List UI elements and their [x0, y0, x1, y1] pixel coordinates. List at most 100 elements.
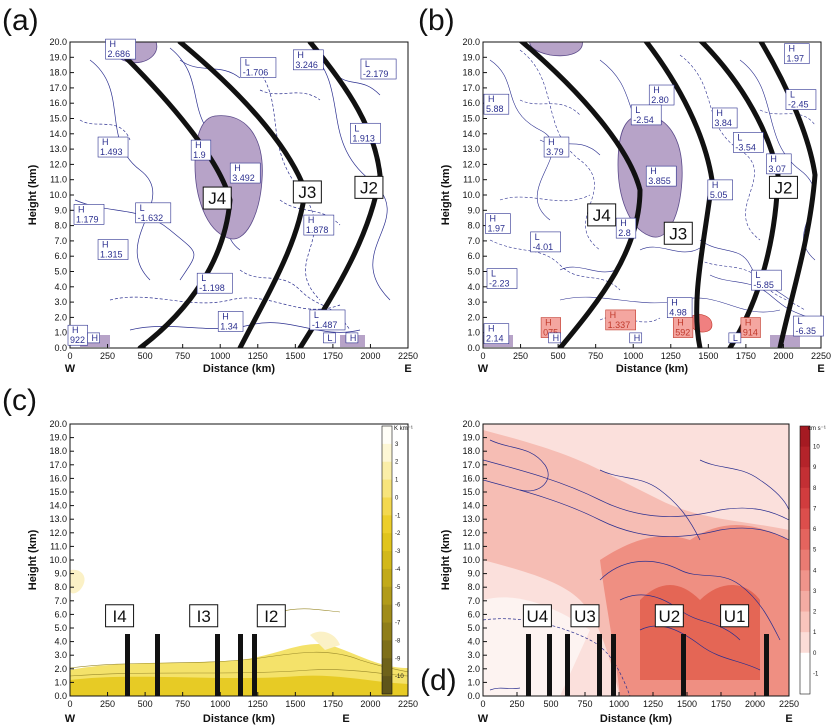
- colorbar-swatch: [382, 658, 392, 677]
- x-tick-label: 2000: [773, 351, 793, 361]
- hl-box: [345, 332, 359, 344]
- colorbar-swatch: [800, 570, 810, 592]
- hl-kind: L: [314, 310, 319, 320]
- panel-a-xend-w: W: [65, 363, 76, 375]
- hl-kind: H: [222, 311, 229, 321]
- hl-value: 914: [743, 328, 758, 338]
- colorbar-swatch: [800, 487, 810, 509]
- y-tick-label: 5.0: [54, 623, 67, 633]
- hl-kind: H: [102, 240, 109, 250]
- hl-kind: H: [234, 163, 241, 173]
- hl-kind: H: [653, 85, 660, 95]
- y-tick-label: 19.0: [462, 433, 480, 443]
- y-tick-label: 13.0: [49, 514, 67, 524]
- colorbar-tick-label: 1: [395, 478, 399, 484]
- colorbar-tick-label: 3: [813, 589, 817, 595]
- hl-kind: H: [490, 214, 497, 224]
- y-tick-label: 14.0: [49, 129, 67, 139]
- x-tick-label: 750: [588, 351, 603, 361]
- colorbar-swatch: [800, 446, 810, 468]
- y-tick-label: 14.0: [462, 501, 480, 511]
- hl-value: 1.913: [352, 133, 375, 143]
- panel-b-xend-e: E: [817, 363, 824, 375]
- x-tick-label: 250: [513, 351, 528, 361]
- x-tick-label: 1250: [643, 699, 663, 709]
- y-tick-label: 11.0: [50, 541, 67, 551]
- colorbar-swatch: [800, 549, 810, 571]
- hl-box: [766, 153, 792, 175]
- hl-value: 922: [70, 335, 85, 345]
- panel-a-axes: 0 250 500 750 1000 1250 1500 1750 2000 2250 0.0 1.0…: [49, 37, 418, 361]
- y-tick-label: 8.0: [54, 582, 67, 592]
- y-tick-label: 5.0: [467, 623, 480, 633]
- x-tick-label: 500: [138, 699, 153, 709]
- panel-d-xend-e: E: [785, 713, 792, 725]
- hl-box: [135, 202, 172, 224]
- hl-kind: H: [610, 310, 617, 320]
- hl-value: 3.07: [768, 164, 786, 174]
- y-tick-label: 13.0: [462, 144, 480, 154]
- colorbar-swatch: [382, 497, 392, 516]
- y-tick-label: 2.0: [54, 664, 67, 674]
- x-tick-label: 2000: [745, 699, 765, 709]
- colorbar-tick-label: 3: [395, 442, 399, 448]
- panel-d: (d): [420, 419, 826, 725]
- colorbar-swatch: [382, 551, 392, 570]
- y-tick-label: 2.0: [54, 312, 67, 322]
- x-tick-label: 1250: [248, 699, 268, 709]
- hl-value: 1.179: [76, 214, 99, 224]
- colorbar-tick-label: 0: [813, 651, 817, 657]
- hl-kind: H: [712, 180, 719, 190]
- hl-kind: L: [491, 269, 496, 279]
- hl-value: -1.632: [138, 213, 164, 223]
- colorbar-swatch: [382, 568, 392, 588]
- colorbar-swatch: [800, 529, 810, 551]
- region-label: J2: [774, 178, 792, 197]
- y-tick-label: 18.0: [49, 68, 67, 78]
- y-tick-label: 12.0: [462, 159, 480, 169]
- hl-value: 3.246: [295, 60, 318, 70]
- colorbar-tick-label: 8: [813, 486, 817, 492]
- y-tick-label: 10.0: [462, 190, 480, 200]
- hl-kind: L: [790, 90, 795, 100]
- hl-box: [605, 309, 636, 331]
- hl-box: [196, 272, 233, 294]
- colorbar-tick-label: -1: [395, 513, 401, 519]
- hl-value: -5.85: [753, 280, 774, 290]
- x-tick-label: 0: [480, 699, 485, 709]
- colorbar-tick-label: 9: [813, 465, 817, 471]
- panel-c-shade-right: [310, 631, 340, 650]
- y-tick-label: 17.0: [49, 460, 67, 470]
- hl-kind: H: [110, 39, 117, 49]
- y-tick-label: 12.0: [462, 528, 480, 538]
- y-tick-label: 10.0: [49, 190, 67, 200]
- hl-kind: H: [195, 140, 202, 150]
- x-tick-label: 750: [577, 699, 592, 709]
- hl-kind: H: [297, 50, 304, 60]
- y-tick-label: 6.0: [467, 609, 480, 619]
- hl-box: [548, 332, 561, 344]
- x-tick-label: 1250: [661, 351, 681, 361]
- x-tick-label: 1750: [736, 351, 756, 361]
- y-tick-label: 15.0: [49, 487, 67, 497]
- hl-box: [615, 217, 637, 239]
- hl-kind: H: [620, 218, 627, 228]
- hl-value: 1.878: [306, 225, 329, 235]
- hl-box: [309, 309, 346, 331]
- panel-label-d: (d): [420, 664, 457, 697]
- x-tick-label: 1000: [623, 351, 643, 361]
- y-tick-label: 1.0: [54, 677, 67, 687]
- panel-b-xlabel: Distance (km): [616, 363, 688, 375]
- y-tick-label: 20.0: [462, 419, 480, 429]
- x-tick-label: 2250: [398, 351, 418, 361]
- colorbar-tick-label: 2: [395, 460, 399, 466]
- x-tick-label: 1750: [323, 351, 343, 361]
- y-tick-label: 9.0: [54, 205, 67, 215]
- hl-kind: L: [354, 123, 359, 133]
- panel-c-xend-w: W: [65, 713, 76, 725]
- panel-c-xlabel: Distance (km): [203, 713, 275, 725]
- panel-d-ylabel: Height (km): [440, 529, 452, 590]
- x-tick-label: 2250: [811, 351, 831, 361]
